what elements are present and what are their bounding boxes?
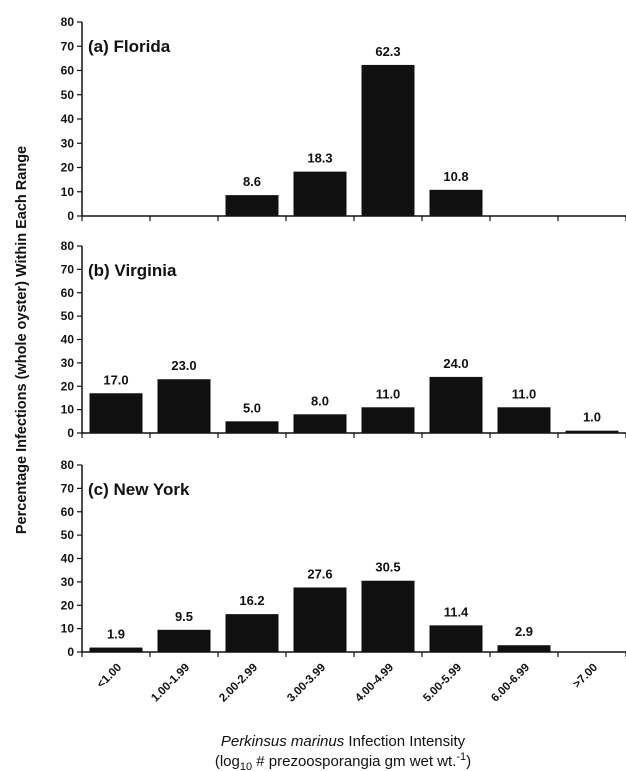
y-tick-label: 50: [61, 309, 75, 323]
y-tick-label: 80: [61, 239, 75, 253]
y-tick-label: 10: [61, 403, 75, 417]
x-tick-label: 2.00-2.99: [217, 662, 260, 705]
y-tick-label: 0: [67, 426, 74, 440]
x-axis-title-line2-sub: 10: [240, 761, 252, 771]
x-axis-title-line2: (log10 # prezoosporangia gm wet wt.-1): [215, 751, 471, 771]
panel-0: 0 10 20 30 40 50 60 70 80 8.6 18.3 62.3 10.8 (a) Flor…: [61, 15, 626, 223]
data-label: 2.9: [515, 624, 533, 639]
y-tick-label: 10: [61, 622, 75, 636]
panel-2: 0 10 20 30 40 50 60 70 80 1.9 9.5 16.2 27.6 30.5 11.4 2…: [61, 458, 626, 659]
x-axis-title-line2-post: ): [466, 753, 471, 770]
panel-title: (a) Florida: [88, 37, 171, 56]
y-tick-label: 50: [61, 88, 75, 102]
data-label: 24.0: [443, 356, 468, 371]
y-tick-label: 40: [61, 112, 75, 126]
y-tick-label: 70: [61, 39, 75, 53]
y-tick-label: 10: [61, 185, 75, 199]
data-label: 62.3: [375, 44, 400, 59]
bar: [225, 195, 279, 216]
y-tick-label: 50: [61, 528, 75, 542]
x-axis-title-line2-pre: (log: [215, 753, 240, 770]
bar: [157, 629, 211, 652]
data-label: 11.0: [512, 386, 537, 401]
x-tick-label: 5.00-5.99: [421, 662, 464, 705]
bar: [293, 587, 347, 652]
y-tick-label: 30: [61, 356, 75, 370]
y-tick-label: 40: [61, 552, 75, 566]
data-label: 30.5: [375, 560, 400, 575]
x-tick-label: 6.00-6.99: [489, 662, 532, 705]
y-tick-label: 0: [67, 209, 74, 223]
bar: [361, 407, 415, 433]
y-tick-label: 30: [61, 136, 75, 150]
bar: [429, 376, 483, 433]
y-tick-label: 0: [67, 645, 74, 659]
bar: [157, 379, 211, 433]
bar: [293, 414, 347, 433]
x-tick-label: 4.00-4.99: [353, 662, 396, 705]
bar: [497, 645, 551, 652]
data-label: 23.0: [171, 358, 196, 373]
data-label: 11.4: [444, 604, 469, 619]
panel-title: (b) Virginia: [88, 261, 177, 280]
bar: [225, 614, 279, 652]
data-label: 27.6: [307, 566, 332, 581]
bar: [361, 580, 415, 652]
x-axis-title-line2-sup: -1: [456, 751, 466, 763]
y-tick-label: 70: [61, 262, 75, 276]
bar: [89, 647, 143, 652]
y-tick-label: 20: [61, 161, 75, 175]
data-label: 9.5: [175, 609, 193, 624]
data-label: 18.3: [307, 151, 332, 166]
panel-1: 0 10 20 30 40 50 60 70 80 17.0 23.0 5.0 8.0 11.0 24.0 1…: [61, 239, 626, 440]
bar: [293, 171, 347, 216]
x-category-labels: <1.00 1.00-1.99 2.00-2.99 3.00-3.99 4.00-4.9…: [95, 662, 600, 705]
bar: [89, 393, 143, 433]
x-tick-label: 3.00-3.99: [285, 662, 328, 705]
y-tick-label: 80: [61, 458, 75, 472]
y-tick-label: 20: [61, 379, 75, 393]
x-axis-title-line2-mid: # prezoosporangia gm wet wt.: [252, 753, 456, 770]
data-label: 17.0: [103, 372, 128, 387]
bar: [225, 421, 279, 433]
bar: [429, 189, 483, 216]
data-label: 1.9: [107, 627, 125, 642]
bar: [497, 407, 551, 433]
x-tick-label: 1.00-1.99: [149, 662, 192, 705]
bar: [429, 625, 483, 652]
y-tick-label: 20: [61, 598, 75, 612]
y-tick-label: 40: [61, 333, 75, 347]
bar: [361, 64, 415, 216]
data-label: 11.0: [376, 386, 401, 401]
y-tick-label: 60: [61, 286, 75, 300]
x-axis-title-italic: Perkinsus marinus: [221, 733, 345, 750]
x-tick-label: >7.00: [571, 662, 600, 691]
y-tick-label: 30: [61, 575, 75, 589]
y-axis-title: Percentage Infections (whole oyster) Wit…: [14, 146, 30, 534]
x-tick-label: <1.00: [95, 662, 124, 691]
data-label: 5.0: [243, 400, 261, 415]
y-tick-label: 80: [61, 15, 75, 29]
y-tick-label: 60: [61, 505, 75, 519]
data-label: 10.8: [443, 169, 468, 184]
data-label: 8.6: [243, 174, 261, 189]
data-label: 8.0: [311, 393, 329, 408]
panels: 0 10 20 30 40 50 60 70 80 8.6 18.3 62.3 10.8 (a) Flor…: [61, 15, 626, 659]
data-label: 1.0: [583, 410, 601, 425]
data-label: 16.2: [239, 593, 264, 608]
x-axis-title-rest: Infection Intensity: [344, 733, 465, 750]
bar: [565, 430, 619, 433]
y-tick-label: 60: [61, 64, 75, 78]
x-axis-title: Perkinsus marinus Infection Intensity: [221, 733, 466, 750]
panel-title: (c) New York: [88, 480, 190, 499]
y-tick-label: 70: [61, 481, 75, 495]
